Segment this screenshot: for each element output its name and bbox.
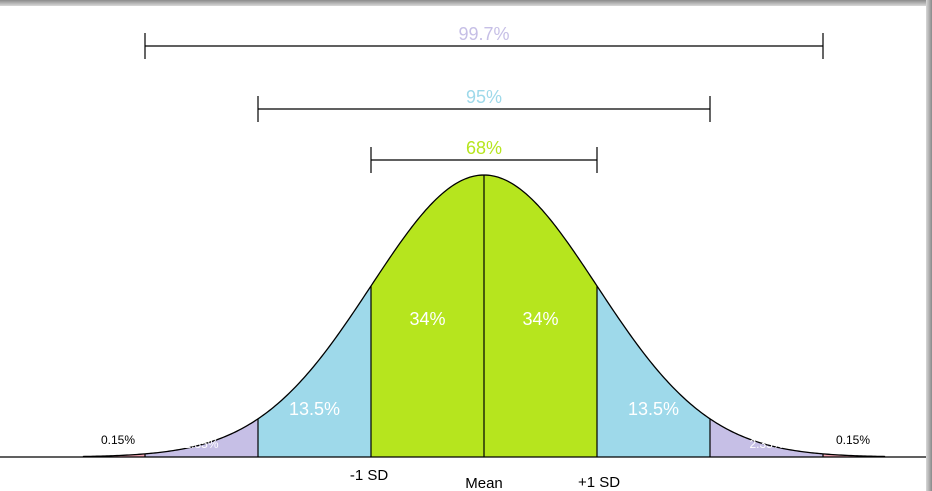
range-bracket-1: 95% (257, 87, 711, 122)
region-label: 13.5% (289, 399, 340, 419)
range-label: 99.7% (458, 24, 509, 44)
range-bracket-0: 99.7% (144, 24, 824, 59)
region-6 (710, 418, 823, 457)
region-label: 34% (409, 309, 445, 329)
x-tick-label: +1 SD (578, 474, 620, 491)
region-1 (145, 418, 258, 457)
region-label: 13.5% (628, 399, 679, 419)
region-label: 0.15% (101, 433, 135, 447)
x-tick-label: -1 SD (350, 467, 389, 484)
range-bracket-2: 68% (370, 138, 598, 173)
x-tick-label: Mean (465, 475, 503, 491)
region-label: 2.35% (184, 437, 218, 451)
region-3 (371, 175, 484, 457)
top-border (0, 0, 932, 6)
range-label: 95% (466, 87, 502, 107)
range-label: 68% (466, 138, 502, 158)
region-label: 2.35% (749, 437, 783, 451)
region-label: 0.15% (836, 433, 870, 447)
region-4 (484, 175, 597, 457)
region-label: 34% (522, 309, 558, 329)
right-border (926, 0, 932, 491)
